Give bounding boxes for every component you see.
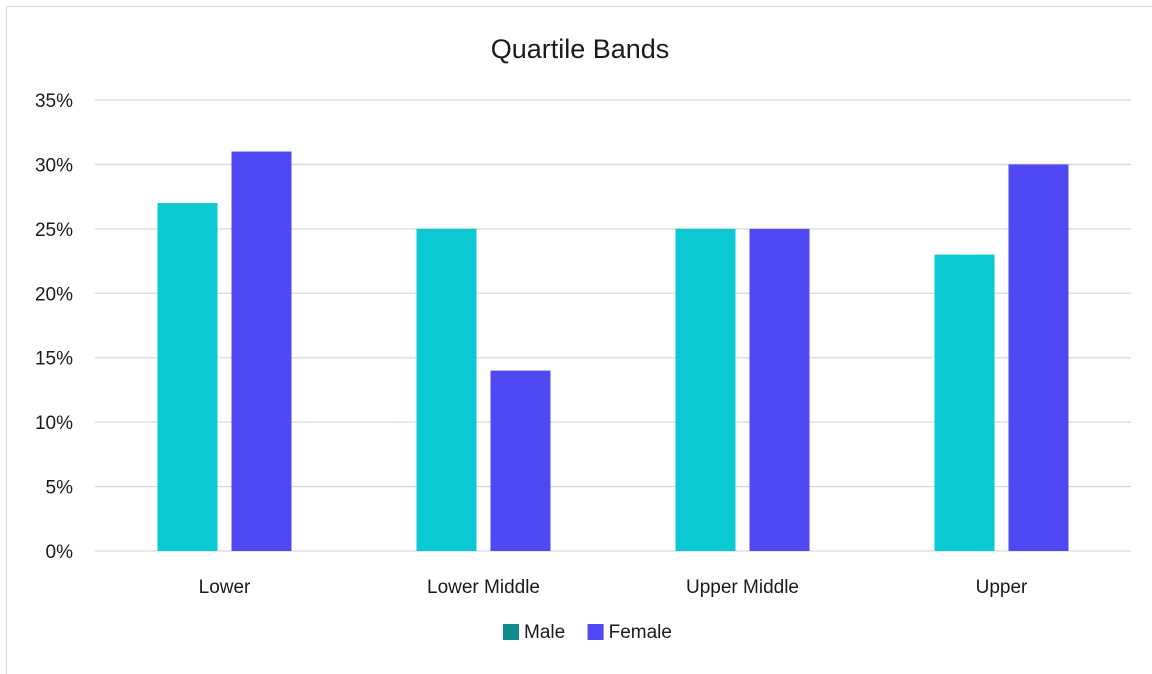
bar-male <box>416 228 477 551</box>
bars <box>157 151 1069 552</box>
legend-swatch-male <box>503 624 519 640</box>
y-axis-tick-labels: 0% 5% 10% 15% 20% 25% 30% 35% <box>35 91 73 563</box>
y-tick-label: 5% <box>46 478 74 499</box>
bar-female <box>1008 164 1069 551</box>
bar-male <box>934 254 995 551</box>
x-tick-label: Lower <box>199 577 251 598</box>
y-tick-label: 10% <box>35 413 73 434</box>
x-tick-label: Upper Middle <box>686 577 799 598</box>
y-tick-label: 0% <box>46 542 74 563</box>
y-tick-label: 20% <box>35 284 73 305</box>
legend-label-female: Female <box>609 622 672 643</box>
x-axis-tick-labels: Lower Lower Middle Upper Middle Upper <box>199 577 1028 598</box>
y-tick-label: 15% <box>35 349 73 370</box>
legend-label-male: Male <box>524 622 565 643</box>
x-tick-label: Lower Middle <box>427 577 540 598</box>
y-tick-label: 25% <box>35 220 73 241</box>
bar-female <box>490 370 551 551</box>
bar-female <box>231 151 292 552</box>
legend: Male Female <box>503 622 672 643</box>
y-tick-label: 35% <box>35 91 73 112</box>
x-tick-label: Upper <box>976 577 1028 598</box>
legend-swatch-female <box>587 624 604 640</box>
bar-male <box>157 203 218 552</box>
bar-female <box>749 228 810 551</box>
chart-title: Quartile Bands <box>491 34 670 64</box>
y-tick-label: 30% <box>35 155 73 176</box>
bar-male <box>675 228 736 551</box>
